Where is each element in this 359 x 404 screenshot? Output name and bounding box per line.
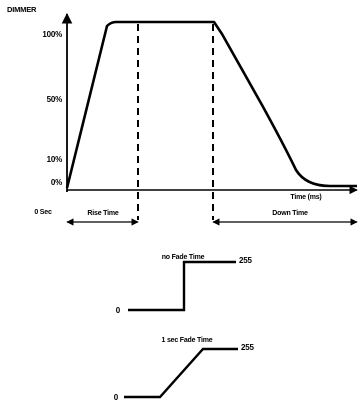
- one-sec-fade-ramp-line: [124, 347, 238, 399]
- origin-label: 0 Sec: [34, 209, 52, 216]
- no-fade-low-label: 0: [116, 306, 121, 315]
- one-sec-fade-title: 1 sec Fade Time: [162, 337, 213, 344]
- no-fade-step-line: [128, 260, 236, 312]
- y-axis-title: DIMMER: [7, 5, 37, 14]
- dimmer-curve: [65, 20, 357, 189]
- y-tick-100: 100%: [42, 30, 62, 39]
- rise-time-label: Rise Time: [87, 210, 118, 217]
- y-tick-10: 10%: [47, 155, 62, 164]
- down-time-label: Down Time: [272, 210, 308, 217]
- one-sec-fade-high-label: 255: [241, 343, 254, 352]
- y-tick-50: 50%: [47, 95, 62, 104]
- no-fade-high-label: 255: [239, 256, 252, 265]
- x-axis-title: Time (ms): [290, 194, 321, 201]
- one-sec-fade-low-label: 0: [114, 393, 119, 402]
- no-fade-title: no Fade Time: [162, 254, 205, 261]
- y-tick-0: 0%: [51, 178, 62, 187]
